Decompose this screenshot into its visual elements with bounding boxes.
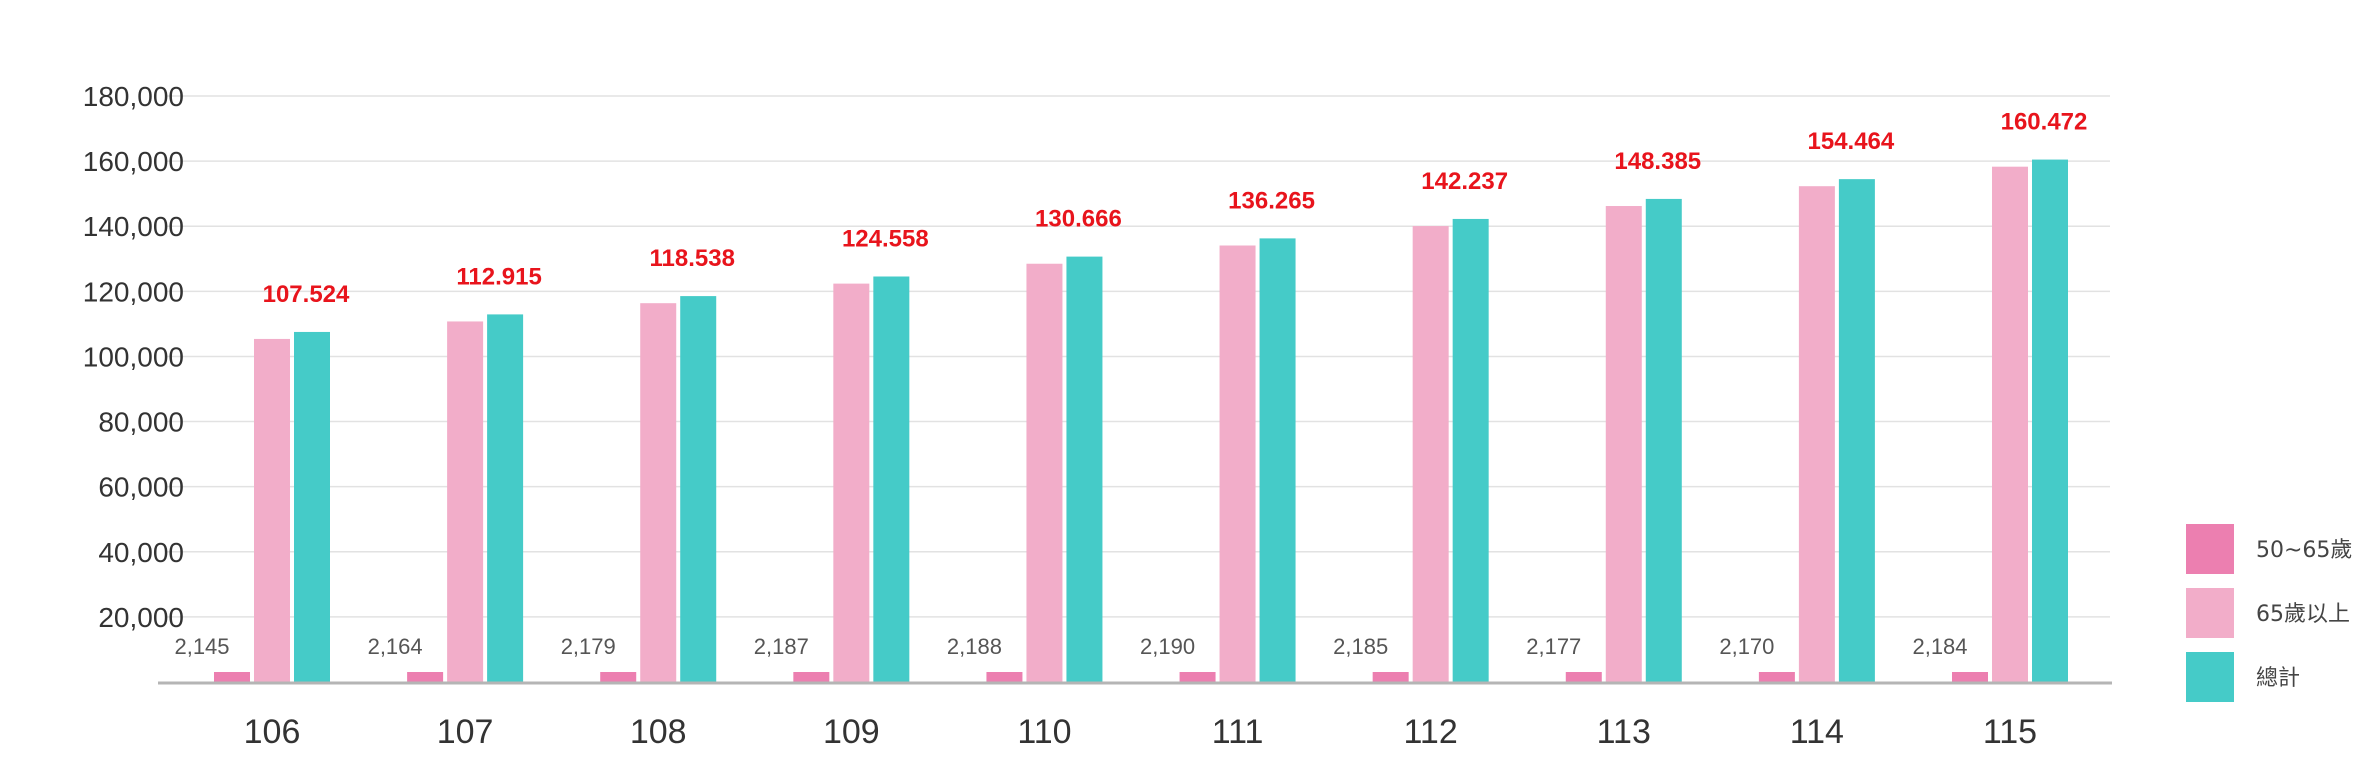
bar-65歲以上-112	[1412, 226, 1449, 683]
bar-總計-111	[1259, 238, 1296, 683]
bar-50~65歲-111	[1179, 672, 1216, 682]
data-label-small: 2,190	[1140, 634, 1195, 659]
data-label-small: 2,184	[1912, 634, 1967, 659]
bar-65歲以上-109	[833, 283, 870, 682]
data-label-total: 154.464	[1808, 128, 1895, 155]
data-label-small: 2,188	[947, 634, 1002, 659]
y-tick-label: 180,000	[83, 81, 184, 112]
data-label-small: 2,145	[174, 634, 229, 659]
bar-65歲以上-110	[1026, 263, 1063, 682]
bar-總計-112	[1452, 218, 1489, 682]
y-axis: 20,000 40,000 60,000 80,000 100,000 120,000 14…	[83, 81, 184, 633]
bar-50~65歲-106	[214, 672, 250, 682]
bar-65歲以上-111	[1219, 245, 1256, 682]
x-tick-label: 115	[1983, 713, 2037, 751]
x-axis: 106 107 108 109 110 111 112 113 114 115	[244, 713, 2037, 751]
y-tick-label: 80,000	[98, 407, 184, 438]
bar-50~65歲-114	[1758, 672, 1795, 682]
data-label-total: 136.265	[1228, 187, 1315, 214]
x-tick-label: 107	[437, 713, 494, 751]
data-label-small: 2,185	[1333, 634, 1388, 659]
legend-label: 65歲以上	[2256, 602, 2350, 627]
data-label-total: 112.915	[456, 263, 541, 290]
data-label-total: 160.472	[2001, 109, 2088, 136]
y-tick-label: 120,000	[83, 276, 184, 307]
bar-50~65歲-115	[1952, 672, 1988, 682]
bar-65歲以上-113	[1605, 206, 1642, 683]
data-labels: 2,145 107.524 2,164 112.915 2,179 118.538 2,18…	[174, 109, 2087, 659]
y-tick-label: 20,000	[98, 602, 184, 633]
bar-50~65歲-112	[1372, 672, 1409, 682]
bar-總計-107	[487, 314, 524, 682]
data-label-total: 118.538	[650, 245, 735, 272]
y-tick-label: 100,000	[83, 341, 184, 372]
bar-50~65歲-107	[407, 672, 444, 682]
x-tick-label: 114	[1790, 713, 1844, 751]
bar-總計-110	[1066, 256, 1103, 682]
bar-65歲以上-114	[1798, 186, 1835, 682]
legend-label: 50~65歲	[2256, 538, 2352, 563]
x-tick-label: 109	[823, 713, 880, 751]
bar-總計-113	[1645, 198, 1682, 683]
data-label-total: 148.385	[1614, 148, 1701, 175]
y-tick-label: 40,000	[98, 537, 184, 568]
y-tick-label: 60,000	[98, 472, 184, 503]
bar-總計-114	[1838, 179, 1875, 683]
bar-65歲以上-108	[640, 303, 677, 682]
legend-swatch	[2186, 652, 2234, 702]
data-label-total: 107.524	[263, 281, 350, 308]
data-label-total: 142.237	[1421, 168, 1508, 195]
bar-50~65歲-113	[1565, 672, 1602, 682]
x-tick-label: 108	[630, 713, 687, 751]
bar-50~65歲-108	[600, 672, 637, 682]
x-tick-label: 113	[1597, 713, 1651, 751]
bar-總計-115	[2032, 159, 2068, 683]
data-label-small: 2,177	[1526, 634, 1581, 659]
legend-swatch	[2186, 524, 2234, 574]
data-label-small: 2,187	[754, 634, 809, 659]
bar-總計-108	[680, 296, 717, 682]
bar-總計-106	[294, 331, 330, 682]
bar-50~65歲-110	[986, 672, 1023, 682]
x-tick-label: 111	[1212, 713, 1264, 751]
y-tick-label: 160,000	[83, 146, 184, 177]
bar-65歲以上-107	[447, 321, 484, 682]
data-label-small: 2,179	[561, 634, 616, 659]
bars	[214, 159, 2068, 683]
data-label-total: 130.666	[1035, 206, 1122, 233]
bar-總計-109	[873, 276, 910, 682]
x-tick-label: 112	[1404, 713, 1458, 751]
data-label-total: 124.558	[842, 225, 929, 252]
legend-swatch	[2186, 588, 2234, 638]
bar-65歲以上-115	[1992, 166, 2028, 682]
x-tick-label: 106	[244, 713, 301, 751]
data-label-small: 2,164	[368, 634, 423, 659]
legend-label: 總計	[2256, 666, 2300, 691]
bar-50~65歲-109	[793, 672, 830, 682]
y-tick-label: 140,000	[83, 211, 184, 242]
x-tick-label: 110	[1017, 713, 1071, 751]
data-label-small: 2,170	[1719, 634, 1774, 659]
bar-65歲以上-106	[254, 338, 290, 682]
